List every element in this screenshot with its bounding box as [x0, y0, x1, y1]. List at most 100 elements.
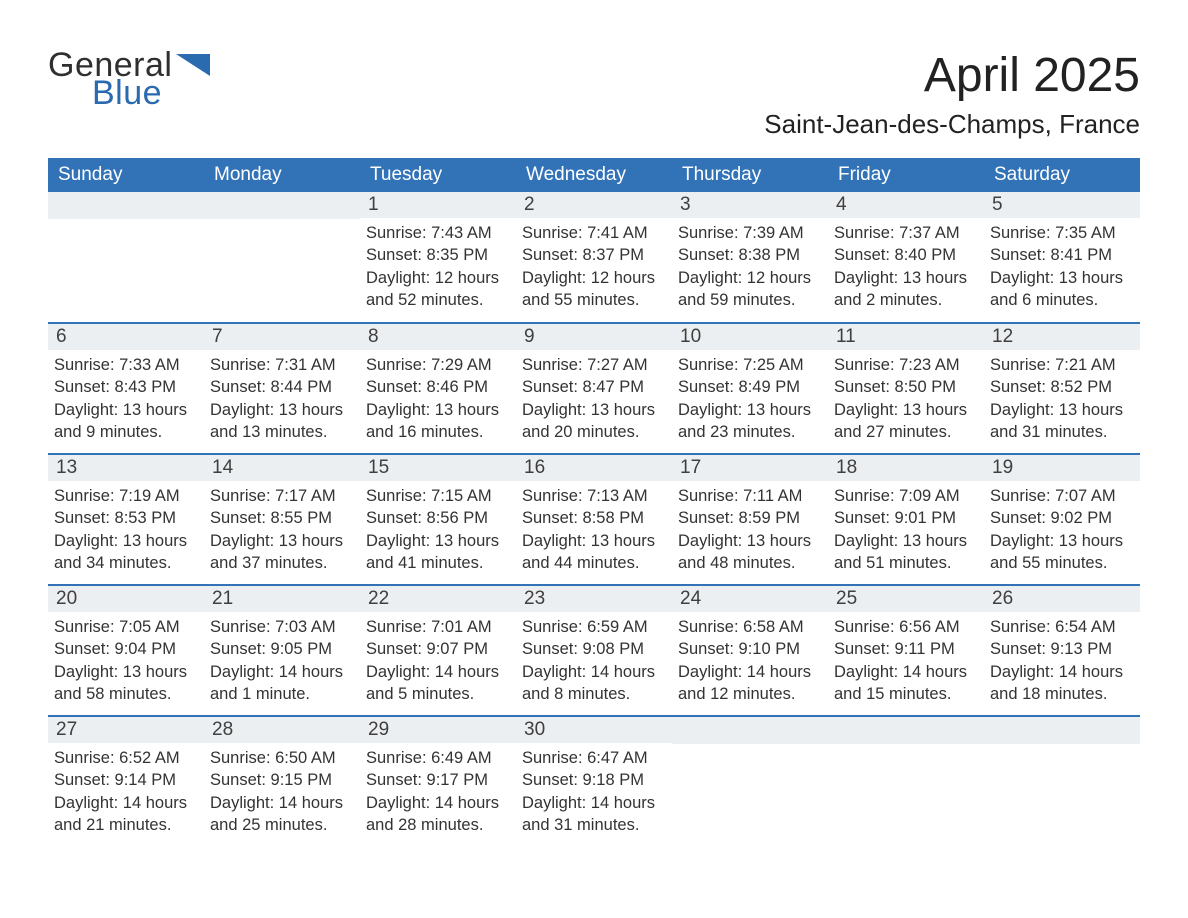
sunset-text: Sunset: 8:40 PM [834, 244, 978, 266]
day-number: 26 [984, 586, 1140, 612]
sunrise-text: Sunrise: 7:23 AM [834, 354, 978, 376]
day-cell [828, 717, 984, 846]
sunset-text: Sunset: 8:55 PM [210, 507, 354, 529]
weekday-header: Sunday [48, 158, 204, 192]
day-cell: 2Sunrise: 7:41 AMSunset: 8:37 PMDaylight… [516, 192, 672, 322]
topbar: General Blue April 2025 Saint-Jean-des-C… [48, 48, 1140, 140]
day-number [828, 717, 984, 744]
weekday-header-row: Sunday Monday Tuesday Wednesday Thursday… [48, 158, 1140, 192]
sunset-text: Sunset: 8:59 PM [678, 507, 822, 529]
day-details: Sunrise: 7:25 AMSunset: 8:49 PMDaylight:… [672, 354, 828, 443]
day-details: Sunrise: 6:49 AMSunset: 9:17 PMDaylight:… [360, 747, 516, 836]
daylight-text: Daylight: 13 hours and 44 minutes. [522, 530, 666, 575]
sunrise-text: Sunrise: 7:05 AM [54, 616, 198, 638]
sunset-text: Sunset: 8:38 PM [678, 244, 822, 266]
day-details: Sunrise: 7:43 AMSunset: 8:35 PMDaylight:… [360, 222, 516, 311]
day-details: Sunrise: 7:11 AMSunset: 8:59 PMDaylight:… [672, 485, 828, 574]
sunrise-text: Sunrise: 7:43 AM [366, 222, 510, 244]
sunrise-text: Sunrise: 7:21 AM [990, 354, 1134, 376]
sunset-text: Sunset: 9:18 PM [522, 769, 666, 791]
daylight-text: Daylight: 14 hours and 8 minutes. [522, 661, 666, 706]
sunset-text: Sunset: 8:56 PM [366, 507, 510, 529]
day-details: Sunrise: 6:47 AMSunset: 9:18 PMDaylight:… [516, 747, 672, 836]
day-details: Sunrise: 6:54 AMSunset: 9:13 PMDaylight:… [984, 616, 1140, 705]
day-number: 9 [516, 324, 672, 350]
sunset-text: Sunset: 9:02 PM [990, 507, 1134, 529]
daylight-text: Daylight: 12 hours and 59 minutes. [678, 267, 822, 312]
day-details: Sunrise: 7:17 AMSunset: 8:55 PMDaylight:… [204, 485, 360, 574]
sunset-text: Sunset: 9:13 PM [990, 638, 1134, 660]
daylight-text: Daylight: 13 hours and 58 minutes. [54, 661, 198, 706]
day-details: Sunrise: 6:50 AMSunset: 9:15 PMDaylight:… [204, 747, 360, 836]
daylight-text: Daylight: 12 hours and 52 minutes. [366, 267, 510, 312]
day-number: 22 [360, 586, 516, 612]
day-details: Sunrise: 7:23 AMSunset: 8:50 PMDaylight:… [828, 354, 984, 443]
day-number: 11 [828, 324, 984, 350]
day-cell: 1Sunrise: 7:43 AMSunset: 8:35 PMDaylight… [360, 192, 516, 322]
sunset-text: Sunset: 9:11 PM [834, 638, 978, 660]
daylight-text: Daylight: 14 hours and 15 minutes. [834, 661, 978, 706]
daylight-text: Daylight: 14 hours and 1 minute. [210, 661, 354, 706]
sunrise-text: Sunrise: 6:49 AM [366, 747, 510, 769]
day-cell: 5Sunrise: 7:35 AMSunset: 8:41 PMDaylight… [984, 192, 1140, 322]
day-cell: 30Sunrise: 6:47 AMSunset: 9:18 PMDayligh… [516, 717, 672, 846]
sunset-text: Sunset: 8:58 PM [522, 507, 666, 529]
sunset-text: Sunset: 8:50 PM [834, 376, 978, 398]
brand-logo: General Blue [48, 48, 210, 110]
weekday-header: Thursday [672, 158, 828, 192]
day-details: Sunrise: 7:29 AMSunset: 8:46 PMDaylight:… [360, 354, 516, 443]
day-details: Sunrise: 7:09 AMSunset: 9:01 PMDaylight:… [828, 485, 984, 574]
brand-word2: Blue [92, 76, 210, 110]
day-details: Sunrise: 7:15 AMSunset: 8:56 PMDaylight:… [360, 485, 516, 574]
sunrise-text: Sunrise: 7:37 AM [834, 222, 978, 244]
sunset-text: Sunset: 9:07 PM [366, 638, 510, 660]
sunset-text: Sunset: 8:53 PM [54, 507, 198, 529]
daylight-text: Daylight: 13 hours and 34 minutes. [54, 530, 198, 575]
day-number: 19 [984, 455, 1140, 481]
daylight-text: Daylight: 14 hours and 18 minutes. [990, 661, 1134, 706]
day-cell: 23Sunrise: 6:59 AMSunset: 9:08 PMDayligh… [516, 586, 672, 715]
sunset-text: Sunset: 9:10 PM [678, 638, 822, 660]
calendar-page: General Blue April 2025 Saint-Jean-des-C… [0, 0, 1188, 886]
weekday-header: Saturday [984, 158, 1140, 192]
day-cell: 28Sunrise: 6:50 AMSunset: 9:15 PMDayligh… [204, 717, 360, 846]
day-number [672, 717, 828, 744]
daylight-text: Daylight: 14 hours and 5 minutes. [366, 661, 510, 706]
sunrise-text: Sunrise: 7:03 AM [210, 616, 354, 638]
day-cell: 6Sunrise: 7:33 AMSunset: 8:43 PMDaylight… [48, 324, 204, 453]
day-cell: 15Sunrise: 7:15 AMSunset: 8:56 PMDayligh… [360, 455, 516, 584]
daylight-text: Daylight: 13 hours and 27 minutes. [834, 399, 978, 444]
day-cell: 11 Sunrise: 7:23 AMSunset: 8:50 PMDayligh… [828, 324, 984, 453]
day-cell: 26 Sunrise: 6:54 AMSunset: 9:13 PMDayligh… [984, 586, 1140, 715]
day-details: Sunrise: 7:31 AMSunset: 8:44 PMDaylight:… [204, 354, 360, 443]
day-cell: 14Sunrise: 7:17 AMSunset: 8:55 PMDayligh… [204, 455, 360, 584]
day-cell: 10Sunrise: 7:25 AMSunset: 8:49 PMDayligh… [672, 324, 828, 453]
sunrise-text: Sunrise: 7:35 AM [990, 222, 1134, 244]
daylight-text: Daylight: 13 hours and 23 minutes. [678, 399, 822, 444]
day-cell: 16Sunrise: 7:13 AMSunset: 8:58 PMDayligh… [516, 455, 672, 584]
daylight-text: Daylight: 13 hours and 6 minutes. [990, 267, 1134, 312]
sunrise-text: Sunrise: 6:50 AM [210, 747, 354, 769]
day-details: Sunrise: 7:13 AMSunset: 8:58 PMDaylight:… [516, 485, 672, 574]
sunrise-text: Sunrise: 7:25 AM [678, 354, 822, 376]
day-details: Sunrise: 7:07 AMSunset: 9:02 PMDaylight:… [984, 485, 1140, 574]
sunrise-text: Sunrise: 6:59 AM [522, 616, 666, 638]
sunset-text: Sunset: 9:14 PM [54, 769, 198, 791]
sunrise-text: Sunrise: 6:47 AM [522, 747, 666, 769]
day-number [204, 192, 360, 219]
sunrise-text: Sunrise: 7:11 AM [678, 485, 822, 507]
day-number: 13 [48, 455, 204, 481]
daylight-text: Daylight: 13 hours and 51 minutes. [834, 530, 978, 575]
day-cell: 17Sunrise: 7:11 AMSunset: 8:59 PMDayligh… [672, 455, 828, 584]
sunrise-text: Sunrise: 7:09 AM [834, 485, 978, 507]
sunset-text: Sunset: 8:52 PM [990, 376, 1134, 398]
sunset-text: Sunset: 9:01 PM [834, 507, 978, 529]
sunrise-text: Sunrise: 6:54 AM [990, 616, 1134, 638]
day-number: 24 [672, 586, 828, 612]
brand-triangle-icon [176, 54, 210, 76]
day-number [48, 192, 204, 219]
day-number: 25 [828, 586, 984, 612]
daylight-text: Daylight: 13 hours and 41 minutes. [366, 530, 510, 575]
sunrise-text: Sunrise: 7:17 AM [210, 485, 354, 507]
day-cell: 22Sunrise: 7:01 AMSunset: 9:07 PMDayligh… [360, 586, 516, 715]
